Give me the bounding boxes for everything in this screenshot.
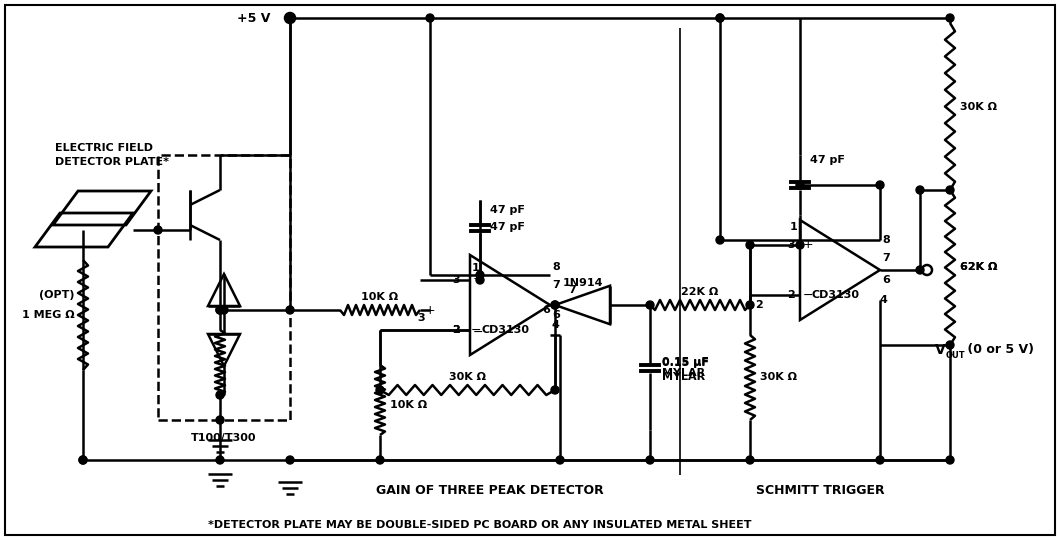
Text: (0 or 5 V): (0 or 5 V)	[962, 343, 1034, 356]
Text: DETECTOR PLATE*: DETECTOR PLATE*	[55, 157, 169, 167]
Text: (OPT): (OPT)	[39, 290, 75, 300]
Text: 0.15 μF
MYLAR: 0.15 μF MYLAR	[662, 357, 709, 379]
Circle shape	[551, 386, 559, 394]
Circle shape	[216, 416, 224, 424]
Text: 30K Ω: 30K Ω	[960, 102, 997, 111]
Text: 4: 4	[552, 320, 560, 330]
Text: −: −	[471, 323, 481, 336]
Text: 8: 8	[882, 235, 889, 245]
Text: 47 pF: 47 pF	[810, 155, 845, 165]
Circle shape	[286, 14, 294, 22]
Text: 0.15 μF: 0.15 μF	[662, 357, 709, 368]
Circle shape	[551, 301, 559, 309]
Circle shape	[746, 301, 754, 309]
Text: 2: 2	[788, 290, 795, 300]
Text: +: +	[425, 303, 436, 316]
Text: 47 pF: 47 pF	[490, 222, 525, 233]
Circle shape	[916, 186, 924, 194]
Circle shape	[286, 306, 294, 314]
Circle shape	[716, 14, 724, 22]
Circle shape	[216, 306, 224, 314]
Circle shape	[216, 306, 224, 314]
Text: 1: 1	[472, 263, 480, 273]
Circle shape	[716, 14, 724, 22]
Text: 10K Ω: 10K Ω	[390, 400, 427, 410]
Circle shape	[916, 266, 924, 274]
Circle shape	[946, 186, 954, 194]
Text: 7: 7	[882, 253, 889, 263]
Text: +5 V: +5 V	[236, 11, 270, 24]
Text: −: −	[802, 288, 813, 301]
Circle shape	[796, 181, 803, 189]
Text: 62K Ω: 62K Ω	[960, 262, 997, 273]
Circle shape	[746, 241, 754, 249]
Text: CD3130: CD3130	[811, 290, 859, 300]
Circle shape	[476, 271, 484, 279]
Circle shape	[476, 276, 484, 284]
Text: 7: 7	[568, 285, 576, 295]
Text: 2: 2	[453, 325, 460, 335]
Text: 6: 6	[552, 310, 560, 320]
Circle shape	[216, 391, 224, 399]
Circle shape	[946, 341, 954, 349]
Circle shape	[376, 456, 384, 464]
Text: 62K Ω: 62K Ω	[960, 262, 997, 273]
Circle shape	[876, 181, 884, 189]
Circle shape	[876, 456, 884, 464]
Text: 1: 1	[790, 222, 798, 232]
Text: T100/T300: T100/T300	[191, 433, 257, 443]
Circle shape	[551, 301, 559, 309]
Circle shape	[376, 386, 384, 394]
Text: 2: 2	[453, 325, 460, 335]
Circle shape	[286, 456, 294, 464]
Circle shape	[796, 241, 803, 249]
Text: 47 pF: 47 pF	[490, 205, 525, 215]
Text: 3: 3	[788, 240, 795, 250]
Text: *DETECTOR PLATE MAY BE DOUBLE-SIDED PC BOARD OR ANY INSULATED METAL SHEET: *DETECTOR PLATE MAY BE DOUBLE-SIDED PC B…	[208, 520, 752, 530]
Text: 7: 7	[552, 280, 560, 290]
Text: V: V	[935, 343, 946, 357]
Text: +: +	[473, 272, 483, 285]
Text: 1 MEG Ω: 1 MEG Ω	[22, 310, 75, 320]
Circle shape	[746, 456, 754, 464]
Circle shape	[426, 14, 434, 22]
Circle shape	[946, 14, 954, 22]
Text: −: −	[473, 326, 483, 339]
Circle shape	[286, 14, 294, 22]
Text: MYLAR: MYLAR	[662, 373, 705, 382]
Text: 2: 2	[755, 300, 763, 310]
Text: 3: 3	[453, 275, 460, 285]
Circle shape	[80, 456, 87, 464]
Text: 30K Ω: 30K Ω	[449, 372, 485, 382]
Circle shape	[556, 456, 564, 464]
Text: 4: 4	[880, 295, 888, 305]
Text: ELECTRIC FIELD: ELECTRIC FIELD	[55, 143, 153, 153]
Text: 3: 3	[418, 313, 425, 323]
Text: 10K Ω: 10K Ω	[361, 292, 399, 302]
Circle shape	[946, 456, 954, 464]
Text: 6: 6	[542, 305, 550, 315]
Circle shape	[216, 456, 224, 464]
Text: OUT: OUT	[946, 352, 966, 361]
Text: 30K Ω: 30K Ω	[760, 373, 797, 382]
Text: GAIN OF THREE PEAK DETECTOR: GAIN OF THREE PEAK DETECTOR	[376, 483, 604, 496]
Text: 6: 6	[882, 275, 890, 285]
Text: 22K Ω: 22K Ω	[682, 287, 719, 297]
Text: 1N914: 1N914	[562, 278, 603, 288]
Text: 8: 8	[552, 262, 560, 272]
Text: SCHMITT TRIGGER: SCHMITT TRIGGER	[756, 483, 884, 496]
Circle shape	[220, 306, 228, 314]
Text: CD3130: CD3130	[481, 325, 529, 335]
Text: +: +	[802, 239, 813, 252]
Circle shape	[154, 226, 162, 234]
Circle shape	[646, 456, 654, 464]
Circle shape	[716, 236, 724, 244]
Circle shape	[646, 301, 654, 309]
Circle shape	[80, 456, 87, 464]
